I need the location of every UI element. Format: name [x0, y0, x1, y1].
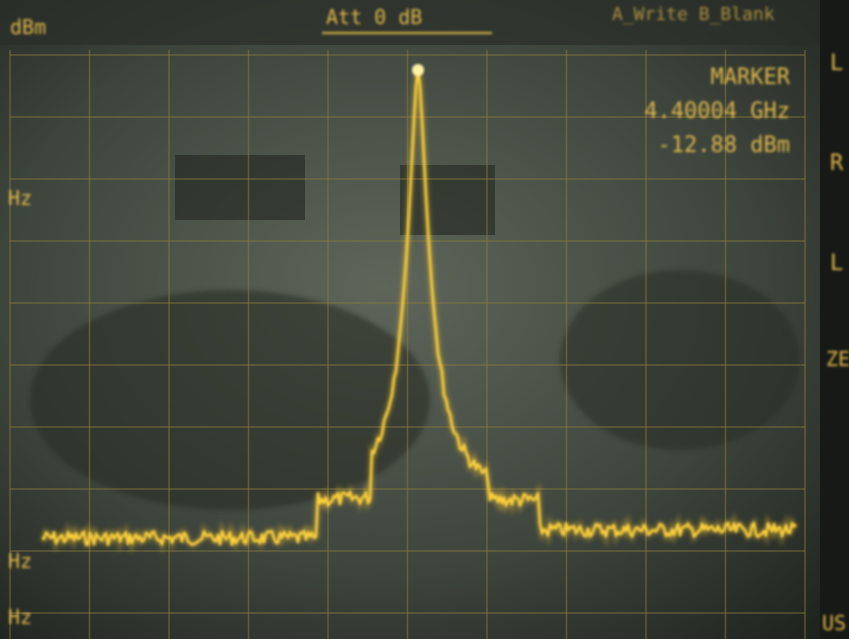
reflection — [400, 165, 495, 235]
softkey-label: US — [822, 611, 846, 635]
left-label: Hz — [8, 549, 32, 573]
softkey-label: ZE — [826, 347, 849, 371]
softkey-label: L — [830, 51, 843, 76]
softkey-label: L — [830, 251, 843, 276]
reflection — [175, 155, 305, 220]
marker-dot — [412, 64, 424, 76]
reflection — [560, 270, 800, 450]
marker-frequency: 4.40004 GHz — [644, 99, 790, 124]
left-label: Hz — [8, 605, 32, 629]
screen-photo: dBm Att 0 dB A_Write B_Blank MARKER 4.40… — [0, 0, 849, 639]
marker-level: -12.88 dBm — [658, 133, 790, 158]
left-label: Hz — [8, 186, 32, 210]
side-bezel — [820, 0, 849, 639]
marker-label: MARKER — [711, 65, 791, 90]
softkey-label: R — [830, 151, 844, 176]
ref-unit: dBm — [10, 15, 46, 39]
attenuation: Att 0 dB — [326, 5, 422, 29]
trace-mode: A_Write B_Blank — [612, 4, 775, 25]
